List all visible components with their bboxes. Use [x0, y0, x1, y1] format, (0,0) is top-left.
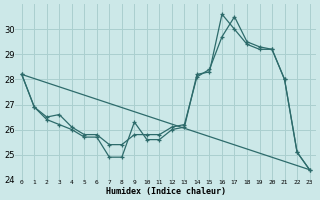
X-axis label: Humidex (Indice chaleur): Humidex (Indice chaleur)	[106, 187, 226, 196]
